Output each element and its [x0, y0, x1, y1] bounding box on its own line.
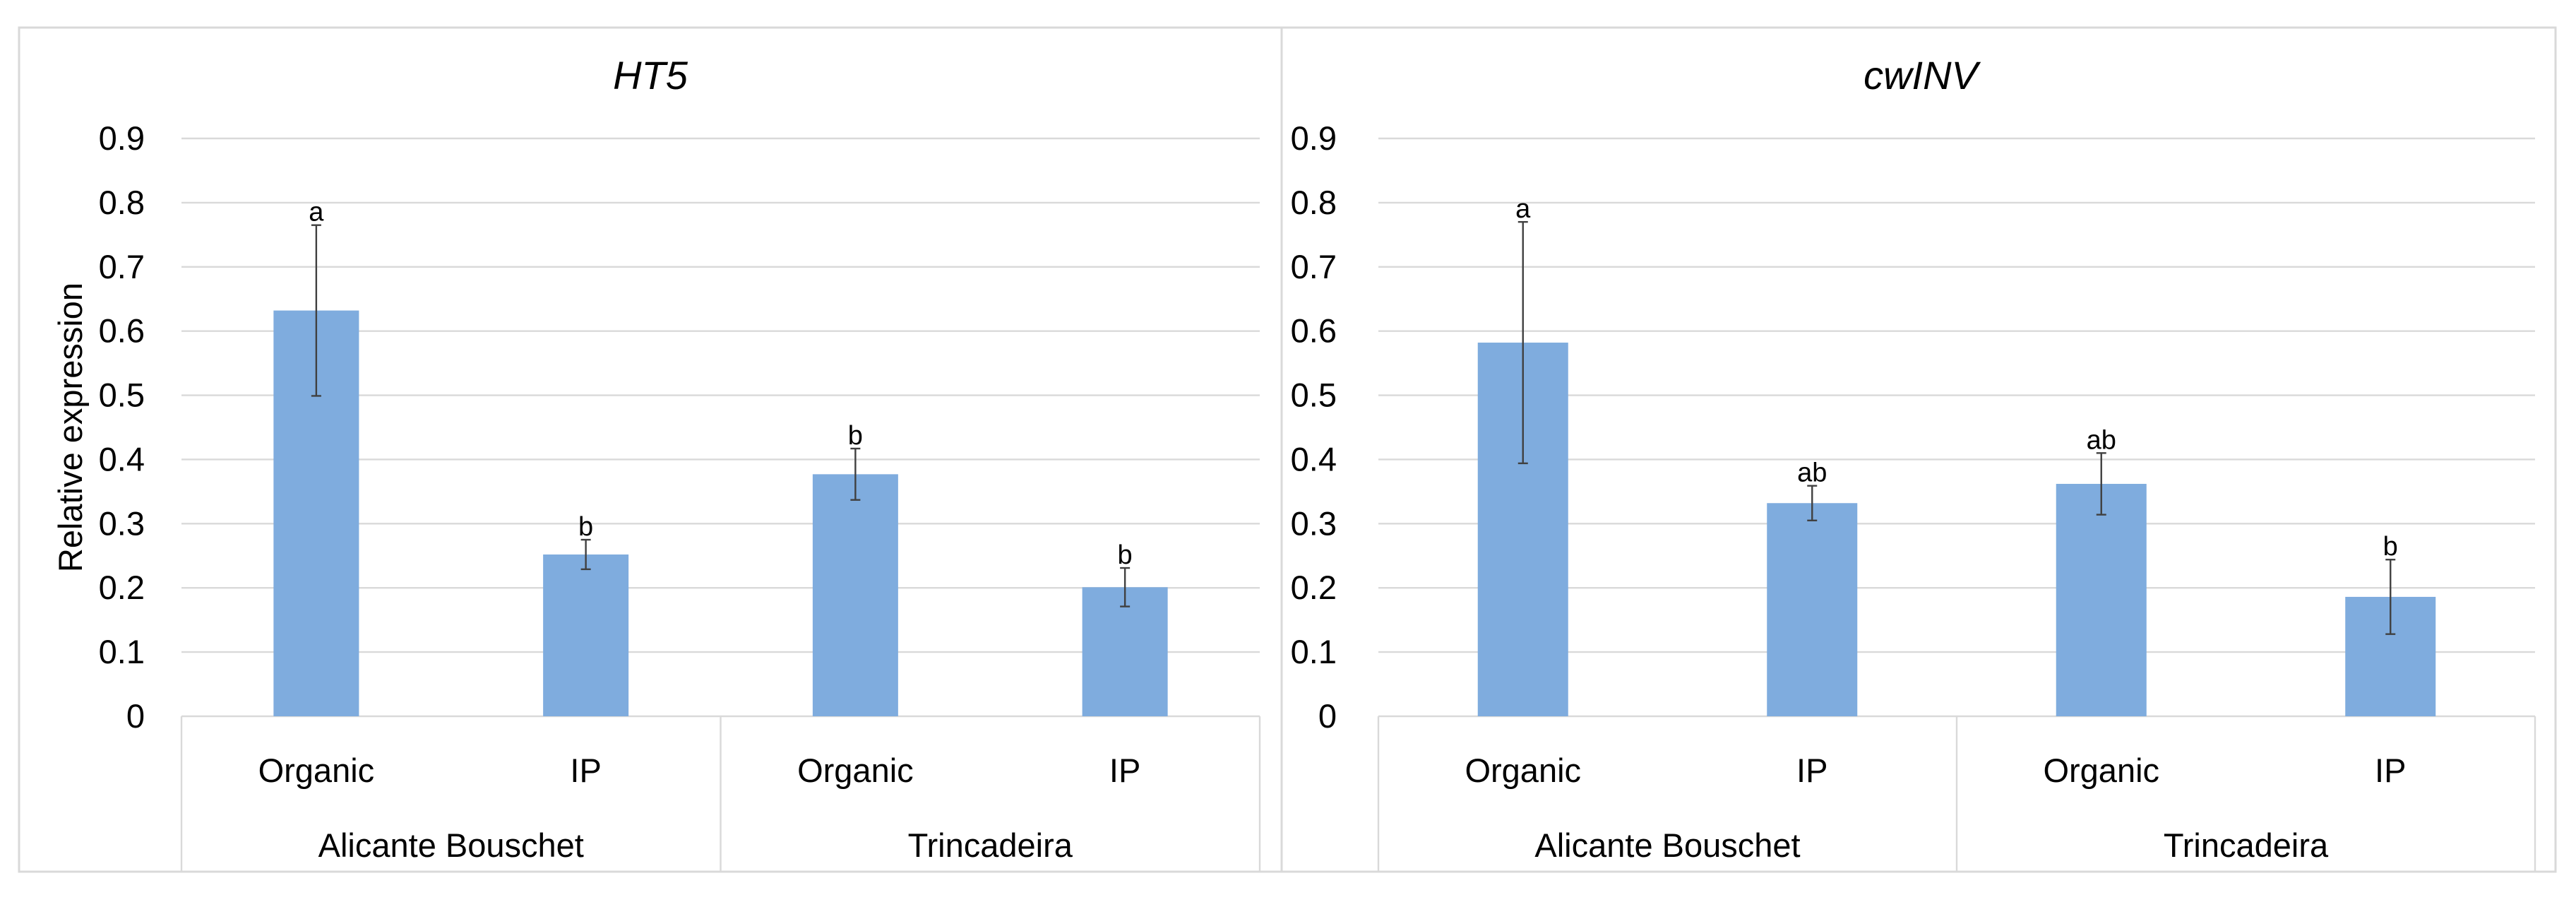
- bar-2: [1767, 503, 1858, 716]
- y-tick-label: 0.3: [99, 504, 145, 542]
- y-tick-label: 0.9: [1291, 119, 1337, 157]
- y-tick-label: 0.9: [99, 119, 145, 157]
- group-label-alicante-bouschet: Alicante Bouschet: [318, 826, 584, 864]
- significance-label: ab: [2087, 425, 2116, 455]
- y-tick-label: 0.8: [99, 184, 145, 221]
- y-tick-label: 0.7: [99, 248, 145, 285]
- group-label-alicante-bouschet: Alicante Bouschet: [1534, 826, 1800, 864]
- significance-label: a: [309, 198, 324, 227]
- y-tick-label: 0.2: [1291, 569, 1337, 606]
- y-tick-label: 0.1: [1291, 633, 1337, 670]
- y-tick-label: 0.4: [1291, 440, 1337, 478]
- x-tick-label: IP: [1796, 752, 1827, 789]
- chart-title: cwINV: [1864, 53, 1981, 97]
- bar-3: [812, 474, 898, 716]
- group-label-trincadeira: Trincadeira: [908, 826, 1073, 864]
- bar-3: [2056, 483, 2147, 716]
- x-tick-label: IP: [570, 752, 601, 789]
- group-label-trincadeira: Trincadeira: [2164, 826, 2329, 864]
- y-tick-label: 0.5: [1291, 377, 1337, 414]
- x-tick-label: Organic: [258, 752, 375, 789]
- chart-panel-cwinv-frame: [1280, 26, 2557, 873]
- y-tick-label: 0.5: [99, 377, 145, 414]
- chart-title: HT5: [613, 53, 688, 97]
- y-tick-label: 0.2: [99, 569, 145, 606]
- y-tick-label: 0: [1318, 697, 1337, 735]
- y-tick-label: 0.7: [1291, 248, 1337, 285]
- significance-label: a: [1515, 194, 1531, 224]
- significance-label: ab: [1797, 458, 1827, 488]
- chart-panel-ht5: 0 0.1 0.2 0.3 0.4 0.5 0.6 0.7 0.8 0.9 a Organic b IP b…: [52, 53, 1261, 872]
- y-axis-label: Relative expression: [52, 283, 89, 572]
- significance-label: b: [2383, 532, 2398, 562]
- x-tick-label: IP: [1109, 752, 1140, 789]
- x-tick-label: IP: [2375, 752, 2406, 789]
- significance-label: b: [848, 421, 863, 451]
- y-tick-label: 0.3: [1291, 504, 1337, 542]
- bar-2: [543, 554, 629, 716]
- y-tick-label: 0.6: [99, 312, 145, 350]
- x-tick-label: Organic: [797, 752, 914, 789]
- y-tick-label: 0.8: [1291, 184, 1337, 221]
- y-tick-label: 0.6: [1291, 312, 1337, 350]
- chart-panel-cwinv: 0 0.1 0.2 0.3 0.4 0.5 0.6 0.7 0.8 0.9 a Organic ab IP…: [1291, 53, 2536, 872]
- bar-4: [1082, 587, 1168, 716]
- y-tick-label: 0: [126, 697, 145, 735]
- significance-label: b: [1118, 540, 1133, 570]
- x-tick-label: Organic: [1465, 752, 1581, 789]
- significance-label: b: [578, 512, 593, 542]
- chart-panel-ht5-frame: [18, 26, 1283, 873]
- x-tick-label: Organic: [2043, 752, 2159, 789]
- y-tick-label: 0.4: [99, 440, 145, 478]
- y-tick-label: 0.1: [99, 633, 145, 670]
